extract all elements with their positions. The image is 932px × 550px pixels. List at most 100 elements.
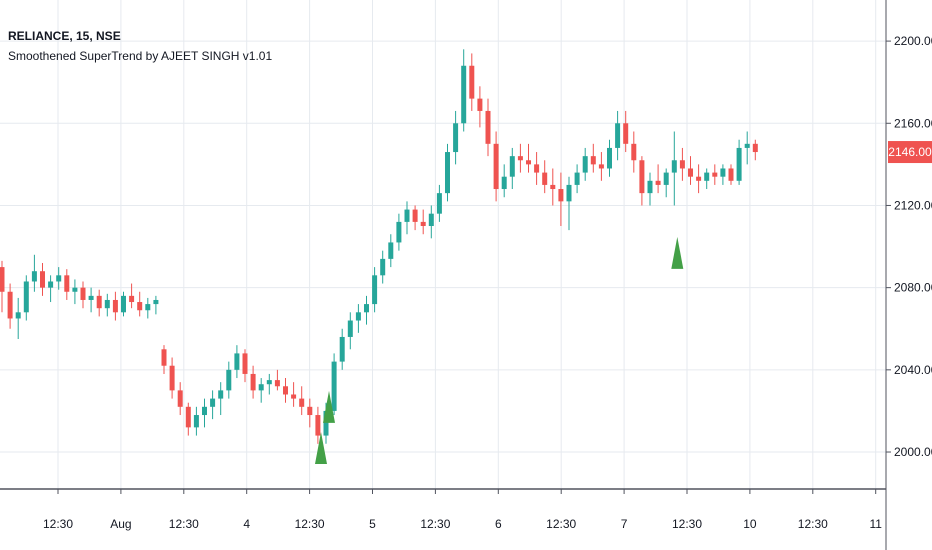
candle-body[interactable]	[364, 304, 369, 313]
candle-body[interactable]	[315, 415, 321, 436]
candle-body[interactable]	[323, 410, 329, 436]
candle-body[interactable]	[542, 172, 548, 185]
candle-body[interactable]	[728, 168, 734, 181]
candle-body[interactable]	[283, 386, 288, 395]
candle-body[interactable]	[404, 209, 410, 222]
candle-body[interactable]	[550, 184, 556, 190]
candle-body[interactable]	[15, 312, 21, 319]
candle-body[interactable]	[639, 160, 645, 194]
candle-body[interactable]	[469, 65, 475, 99]
candle-body[interactable]	[396, 221, 402, 243]
last-price-badge[interactable]	[888, 141, 932, 164]
candle-body[interactable]	[161, 349, 167, 366]
candle-body[interactable]	[0, 267, 5, 292]
candle-body[interactable]	[242, 353, 248, 374]
candle-body[interactable]	[453, 123, 459, 153]
candle-body[interactable]	[558, 189, 564, 202]
candle-body[interactable]	[226, 369, 232, 391]
candle-body[interactable]	[607, 147, 612, 169]
candle-body[interactable]	[647, 180, 653, 194]
candle-body[interactable]	[153, 299, 159, 305]
buy-signal-arrow[interactable]	[315, 432, 327, 465]
candle-body[interactable]	[72, 287, 78, 292]
candle-body[interactable]	[663, 172, 669, 185]
candle-body[interactable]	[615, 123, 621, 148]
candle-body[interactable]	[598, 164, 604, 169]
candle-body[interactable]	[258, 384, 264, 391]
candle-body[interactable]	[355, 312, 361, 321]
candle-body[interactable]	[485, 110, 491, 144]
candle-body[interactable]	[129, 295, 135, 303]
candle-body[interactable]	[177, 390, 183, 407]
candle-body[interactable]	[137, 302, 143, 311]
candle-body[interactable]	[31, 271, 37, 282]
candle-body[interactable]	[582, 156, 588, 173]
candle-body[interactable]	[574, 172, 580, 185]
candle-body[interactable]	[696, 176, 702, 181]
candle-body[interactable]	[671, 160, 677, 173]
candle-body[interactable]	[347, 320, 353, 337]
buy-signal-arrow[interactable]	[323, 390, 335, 423]
candle-body[interactable]	[679, 160, 685, 169]
candle-body[interactable]	[234, 353, 240, 370]
candle-body[interactable]	[744, 143, 750, 148]
candle-body[interactable]	[339, 336, 345, 362]
candle-body[interactable]	[7, 291, 13, 319]
candle-body[interactable]	[23, 281, 29, 313]
candle-body[interactable]	[331, 361, 337, 411]
candle-body[interactable]	[218, 390, 224, 399]
candle-body[interactable]	[56, 275, 62, 282]
candle-body[interactable]	[436, 193, 442, 214]
candle-body[interactable]	[688, 168, 693, 177]
candle-body[interactable]	[752, 143, 758, 153]
indicator-label[interactable]: Smoothened SuperTrend by AJEET SINGH v1.…	[8, 49, 273, 63]
candle-body[interactable]	[202, 406, 207, 416]
candle-body[interactable]	[388, 242, 394, 259]
candle-body[interactable]	[501, 176, 507, 190]
candle-body[interactable]	[493, 143, 499, 190]
candle-body[interactable]	[517, 156, 523, 161]
candle-body[interactable]	[372, 275, 378, 305]
candle-body[interactable]	[185, 406, 191, 428]
candle-body[interactable]	[590, 156, 596, 165]
symbol-label[interactable]: RELIANCE, 15, NSE	[8, 29, 121, 43]
candle-body[interactable]	[566, 184, 572, 202]
candle-body[interactable]	[250, 373, 256, 391]
candle-body[interactable]	[169, 365, 175, 391]
candle-body[interactable]	[445, 152, 450, 194]
candle-body[interactable]	[704, 172, 710, 181]
candle-body[interactable]	[461, 65, 467, 124]
candle-body[interactable]	[80, 287, 86, 300]
candle-body[interactable]	[210, 398, 216, 407]
candle-body[interactable]	[299, 398, 305, 407]
candle-body[interactable]	[428, 213, 434, 227]
candle-body[interactable]	[266, 380, 272, 385]
candle-body[interactable]	[96, 295, 102, 309]
candle-body[interactable]	[274, 380, 280, 387]
candle-body[interactable]	[526, 160, 531, 165]
candle-body[interactable]	[48, 281, 54, 288]
candle-body[interactable]	[193, 415, 199, 428]
candle-body[interactable]	[631, 143, 637, 161]
candle-body[interactable]	[509, 156, 515, 177]
buy-signal-arrow[interactable]	[671, 236, 684, 269]
candle-body[interactable]	[623, 123, 629, 144]
candle-body[interactable]	[420, 221, 426, 227]
candle-body[interactable]	[477, 98, 483, 111]
candle-body[interactable]	[307, 406, 313, 416]
candle-body[interactable]	[40, 271, 45, 288]
candle-body[interactable]	[412, 209, 418, 222]
candle-body[interactable]	[112, 299, 118, 313]
candle-body[interactable]	[534, 164, 540, 173]
candle-body[interactable]	[712, 172, 718, 177]
candle-body[interactable]	[291, 394, 297, 399]
candle-body[interactable]	[145, 304, 151, 311]
candle-body[interactable]	[720, 168, 726, 177]
candle-body[interactable]	[655, 180, 661, 185]
candle-body[interactable]	[64, 275, 70, 292]
candle-body[interactable]	[121, 295, 126, 313]
candle-body[interactable]	[380, 258, 386, 276]
candle-body[interactable]	[104, 299, 110, 309]
